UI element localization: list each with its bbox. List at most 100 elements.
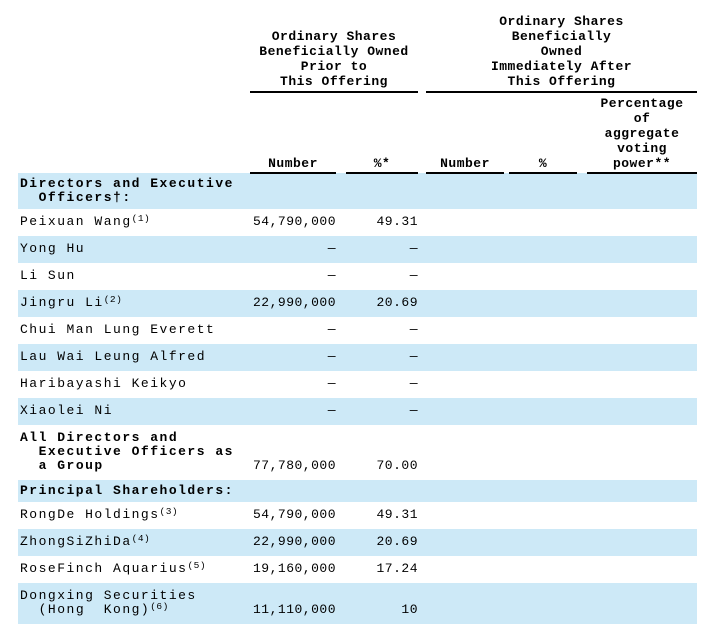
column-header-row: Number %* Number % Percentage of aggrega… <box>18 92 698 174</box>
num-prior: 11,110,000 <box>252 602 336 617</box>
row-name: Principal Shareholders: <box>18 480 250 502</box>
beneficial-ownership-table: Ordinary Shares Beneficially Owned Prior… <box>18 10 698 624</box>
pct-prior: 49.31 <box>376 214 418 229</box>
voting-power <box>587 583 697 624</box>
table-row: Xiaolei Ni — — <box>18 398 698 425</box>
col-header-number-prior: Number <box>250 92 336 174</box>
pct-after <box>509 583 577 624</box>
voting-power <box>587 209 697 236</box>
pct-after <box>509 556 577 583</box>
table-row: Dongxing Securities (Hong Kong)(6) 11,11… <box>18 583 698 624</box>
section-title: Principal Shareholders: <box>20 483 234 498</box>
table-row: Haribayashi Keikyo — — <box>18 371 697 398</box>
num-prior: 54,790,000 <box>252 507 336 522</box>
num-after <box>426 344 504 371</box>
section-title: Directors and Executive Officers†: <box>20 176 234 205</box>
pct-after <box>509 236 577 263</box>
pct-prior: 17.24 <box>376 561 418 576</box>
num-after <box>426 290 504 317</box>
pct-prior: — <box>409 376 418 391</box>
group-header-after-offering: Ordinary Shares Beneficially Owned Immed… <box>426 10 698 93</box>
row-name: Peixuan Wang(1) <box>20 213 151 229</box>
pct-prior: 20.69 <box>376 534 418 549</box>
footnote-ref: (4) <box>131 533 151 544</box>
table-row: Peixuan Wang(1) 54,790,000 49.31 <box>18 209 697 236</box>
voting-power <box>587 398 697 425</box>
num-prior: — <box>327 322 336 337</box>
pct-prior: 10 <box>401 602 418 617</box>
num-prior: — <box>327 241 336 256</box>
voting-power <box>587 290 697 317</box>
voting-power <box>587 502 697 529</box>
pct-after <box>509 317 577 344</box>
col-header-number-after: Number <box>426 92 504 174</box>
col-header-pct-prior: %* <box>346 92 418 174</box>
pct-prior: — <box>409 268 418 283</box>
voting-power <box>587 529 697 556</box>
table-row: Lau Wai Leung Alfred — — <box>18 344 698 371</box>
voting-power <box>587 556 697 583</box>
voting-power <box>587 371 697 398</box>
table-row-directors-group-total: All Directors and Executive Officers as … <box>18 425 697 480</box>
row-name: Xiaolei Ni <box>20 403 114 418</box>
table-row-section-principal-shareholders: Principal Shareholders: <box>18 480 698 502</box>
num-after <box>426 583 504 624</box>
footnote-ref: (6) <box>150 601 169 612</box>
pct-after <box>509 263 577 290</box>
pct-prior: 70.00 <box>376 458 418 473</box>
num-prior: 22,990,000 <box>252 534 336 549</box>
voting-power <box>587 236 697 263</box>
voting-power <box>587 263 697 290</box>
row-name: Jingru Li(2) <box>20 294 123 310</box>
num-after <box>426 371 504 398</box>
pct-after <box>509 398 577 425</box>
num-after <box>426 209 504 236</box>
row-name: Lau Wai Leung Alfred <box>20 349 207 364</box>
footnote-ref: (3) <box>159 506 179 517</box>
num-prior: — <box>327 376 336 391</box>
footnote-ref: (5) <box>187 560 207 571</box>
pct-after <box>509 209 577 236</box>
num-prior: 77,780,000 <box>252 458 336 473</box>
num-prior: 19,160,000 <box>252 561 336 576</box>
row-name: ZhongSiZhiDa(4) <box>20 533 151 549</box>
num-after <box>426 236 504 263</box>
pct-after <box>509 371 577 398</box>
row-name: Haribayashi Keikyo <box>20 376 188 391</box>
voting-power <box>587 425 697 480</box>
voting-power <box>587 317 697 344</box>
row-name: RongDe Holdings(3) <box>20 506 179 522</box>
num-prior: — <box>327 349 336 364</box>
footnote-ref: (1) <box>131 213 151 224</box>
col-header-pct-after: % <box>509 92 577 174</box>
pct-prior: — <box>409 322 418 337</box>
num-after <box>426 425 504 480</box>
pct-after <box>509 502 577 529</box>
num-after <box>426 502 504 529</box>
table-row: RongDe Holdings(3) 54,790,000 49.31 <box>18 502 697 529</box>
num-after <box>426 398 504 425</box>
group-header-prior-offering: Ordinary Shares Beneficially Owned Prior… <box>250 10 418 93</box>
table-row-section-directors: Directors and Executive Officers†: <box>18 173 698 209</box>
row-name: RoseFinch Aquarius(5) <box>20 560 207 576</box>
pct-after <box>509 290 577 317</box>
num-prior: — <box>327 268 336 283</box>
voting-power <box>587 344 697 371</box>
row-name: Chui Man Lung Everett <box>20 322 216 337</box>
col-header-voting-power: Percentage of aggregate voting power** <box>587 92 698 174</box>
num-prior: 54,790,000 <box>252 214 336 229</box>
row-name: Li Sun <box>20 268 76 283</box>
table-row: Chui Man Lung Everett — — <box>18 317 697 344</box>
num-after <box>426 263 504 290</box>
row-name: Dongxing Securities (Hong Kong)(6) <box>20 588 197 617</box>
pct-prior: 20.69 <box>376 295 418 310</box>
pct-prior: — <box>409 403 418 418</box>
table-row: Li Sun — — <box>18 263 697 290</box>
group-header-spacer <box>18 10 250 92</box>
table-row: Jingru Li(2) 22,990,000 20.69 <box>18 290 698 317</box>
num-prior: — <box>327 403 336 418</box>
table-row: Yong Hu — — <box>18 236 698 263</box>
row-name: All Directors and Executive Officers as … <box>20 430 234 473</box>
table-row: ZhongSiZhiDa(4) 22,990,000 20.69 <box>18 529 698 556</box>
table-row: RoseFinch Aquarius(5) 19,160,000 17.24 <box>18 556 697 583</box>
